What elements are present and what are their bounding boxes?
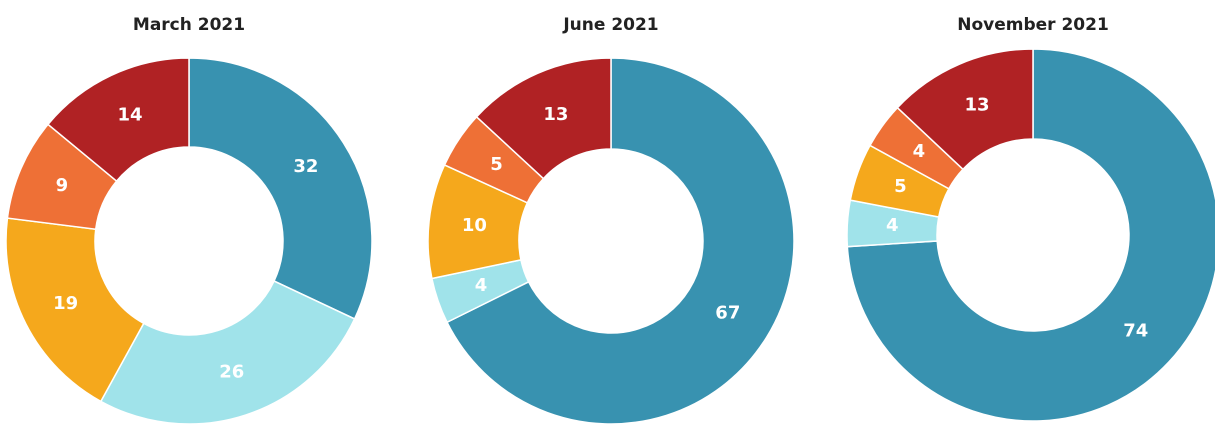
slice-label: 4 bbox=[913, 141, 926, 162]
donut-slice bbox=[5, 217, 145, 403]
chart-title: June 2021 bbox=[562, 15, 658, 35]
slice-label: 10 bbox=[462, 215, 487, 236]
slice-label: 5 bbox=[490, 154, 503, 175]
slice-label: 32 bbox=[293, 156, 318, 177]
chart-title: November 2021 bbox=[957, 15, 1109, 35]
donut-slice bbox=[188, 57, 373, 320]
donut-slice bbox=[475, 57, 612, 180]
slice-label: 67 bbox=[715, 302, 740, 323]
donut-slice bbox=[99, 280, 356, 425]
donut-slice bbox=[896, 48, 1034, 171]
donut-slice bbox=[846, 48, 1215, 422]
slice-label: 5 bbox=[894, 176, 907, 197]
chart-title: March 2021 bbox=[133, 15, 245, 35]
slice-label: 14 bbox=[117, 105, 142, 126]
donut-slice bbox=[446, 57, 795, 425]
slice-label: 13 bbox=[964, 95, 989, 116]
slice-label: 9 bbox=[56, 175, 69, 196]
donut-slice bbox=[46, 57, 190, 183]
slice-label: 13 bbox=[543, 104, 568, 125]
slice-label: 4 bbox=[475, 275, 488, 296]
slice-label: 26 bbox=[219, 362, 244, 383]
slice-label: 74 bbox=[1123, 321, 1148, 342]
slice-label: 19 bbox=[53, 293, 78, 314]
slice-label: 4 bbox=[886, 215, 899, 236]
